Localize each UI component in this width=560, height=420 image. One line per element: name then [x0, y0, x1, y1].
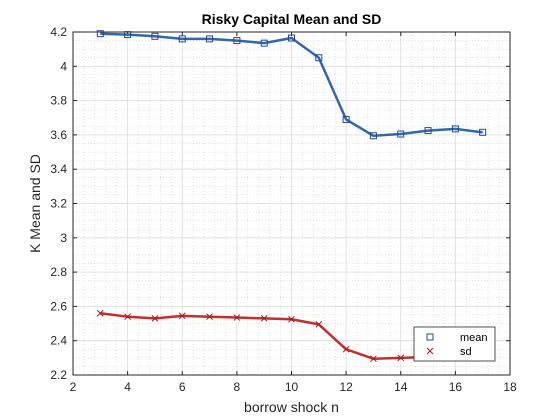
data-point-mean [260, 39, 268, 47]
data-point-mean [315, 54, 323, 62]
data-point-sd [370, 355, 377, 363]
y-tick-label: 3.2 [50, 197, 67, 211]
data-point-mean [206, 35, 214, 43]
data-point-sd [151, 315, 159, 322]
data-point-mean [96, 30, 104, 38]
x-tick-label: 6 [179, 380, 186, 394]
data-point-mean [424, 127, 432, 135]
y-tick-label: 3 [60, 231, 67, 245]
data-point-mean [397, 130, 405, 138]
data-point-sd [178, 312, 186, 320]
data-point-sd [96, 309, 104, 317]
chart-title: Risky Capital Mean and SD [202, 11, 382, 27]
series-line-mean [100, 32, 483, 138]
data-point-sd [124, 313, 131, 321]
legend-marker-mean [426, 333, 434, 341]
data-point-mean [342, 115, 350, 123]
series-mean [96, 30, 487, 140]
data-point-sd [206, 313, 213, 321]
x-tick-label: 18 [503, 380, 517, 394]
x-tick-label: 2 [70, 380, 77, 394]
x-tick-label: 8 [234, 380, 241, 394]
data-point-mean [451, 125, 459, 133]
data-point-mean [151, 32, 159, 40]
data-point-mean [178, 35, 186, 43]
data-point-mean [124, 31, 132, 39]
data-point-mean [288, 34, 295, 42]
data-point-sd [397, 354, 405, 362]
data-point-mean [369, 132, 377, 140]
data-point-sd [233, 314, 241, 321]
x-tick-label: 4 [124, 380, 131, 394]
y-tick-label: 3.4 [50, 162, 67, 176]
x-axis-label: borrow shock n [244, 399, 339, 415]
data-point-mean [233, 37, 241, 45]
y-axis-label: K Mean and SD [27, 154, 43, 253]
legend-label-sd: sd [460, 346, 472, 358]
y-axis-ticks: 2.2 2.4 2.6 2.8 3 3.2 3.4 3.6 3.8 4 4.2 [50, 25, 510, 382]
legend-item-sd: sd [426, 346, 472, 358]
y-tick-label: 2.2 [50, 368, 67, 382]
x-axis-ticks: 2 4 6 8 10 12 14 16 18 [70, 32, 517, 394]
y-tick-label: 3.6 [50, 128, 67, 142]
y-tick-label: 2.8 [50, 265, 67, 279]
y-tick-label: 2.6 [50, 299, 67, 313]
data-point-mean [479, 128, 487, 136]
data-point-sd [342, 345, 350, 353]
legend-marker-sd [426, 347, 434, 355]
data-point-sd [260, 315, 268, 322]
legend: mean sd [413, 326, 496, 362]
y-tick-label: 2.4 [50, 334, 67, 348]
y-tick-label: 4 [60, 59, 67, 73]
x-tick-label: 10 [285, 380, 299, 394]
y-tick-label: 3.8 [50, 94, 67, 108]
y-tick-label: 4.2 [50, 25, 67, 39]
data-point-sd [315, 321, 323, 328]
x-tick-label: 14 [394, 380, 408, 394]
data-point-sd [288, 315, 295, 323]
legend-item-mean: mean [426, 332, 488, 344]
x-tick-label: 16 [449, 380, 463, 394]
legend-box [413, 326, 496, 362]
x-tick-label: 12 [339, 380, 353, 394]
legend-label-mean: mean [460, 332, 488, 344]
